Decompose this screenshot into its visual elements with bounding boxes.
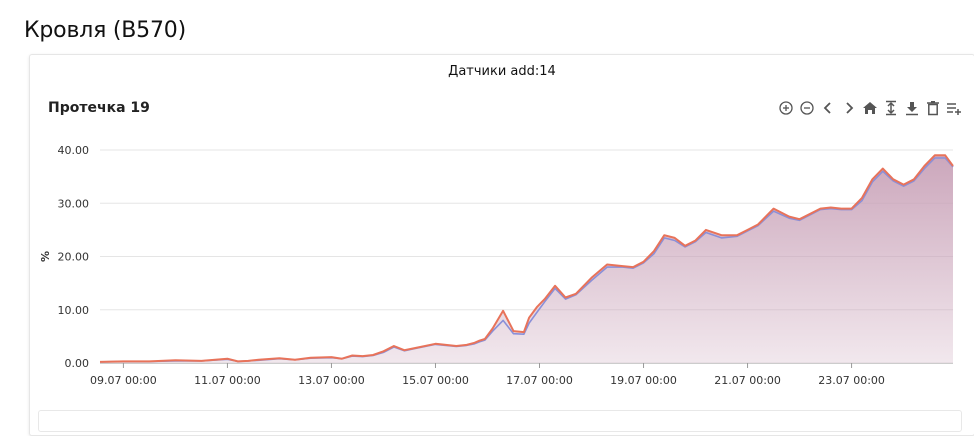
- series-line-1: [99, 154, 954, 363]
- x-tick-label: 19.07 00:00: [610, 374, 677, 387]
- page-title: Кровля (B570): [24, 18, 186, 43]
- x-tick-label: 15.07 00:00: [402, 374, 469, 387]
- y-tick-label: 0.00: [65, 357, 90, 370]
- card-header: Датчики add:14: [448, 64, 556, 79]
- y-axis-label: %: [39, 251, 52, 262]
- area-fill: [100, 155, 953, 363]
- x-tick-label: 13.07 00:00: [298, 374, 365, 387]
- chart-toolbar: [777, 99, 962, 117]
- y-tick-label: 20.00: [58, 251, 90, 264]
- reset-zoom-icon[interactable]: [861, 99, 878, 117]
- delete-icon[interactable]: [924, 99, 941, 117]
- y-tick-label: 10.00: [58, 304, 90, 317]
- pan-right-icon[interactable]: [840, 99, 857, 117]
- chart-title: Протечка 19: [48, 100, 150, 116]
- download-icon[interactable]: [903, 99, 920, 117]
- pan-left-icon[interactable]: [819, 99, 836, 117]
- fit-height-icon[interactable]: [882, 99, 899, 117]
- chart-card: Датчики add:14 Протечка 19 0.00 10.0: [29, 54, 974, 436]
- area-chart: 0.00 10.00 20.00 30.00 40.00% 09.07 00:00 11.0…: [39, 144, 954, 387]
- x-tick-label: 11.07 00:00: [194, 374, 261, 387]
- x-tick-label: 17.07 00:00: [506, 374, 573, 387]
- x-tick-label: 23.07 00:00: [818, 374, 885, 387]
- x-tick-label: 09.07 00:00: [90, 374, 157, 387]
- zoom-out-icon[interactable]: [798, 99, 815, 117]
- x-tick-label: 21.07 00:00: [714, 374, 781, 387]
- y-tick-label: 30.00: [58, 197, 90, 210]
- zoom-in-icon[interactable]: [777, 99, 794, 117]
- add-series-icon[interactable]: [945, 99, 962, 117]
- lower-panel: [38, 410, 962, 432]
- y-tick-label: 40.00: [58, 144, 90, 157]
